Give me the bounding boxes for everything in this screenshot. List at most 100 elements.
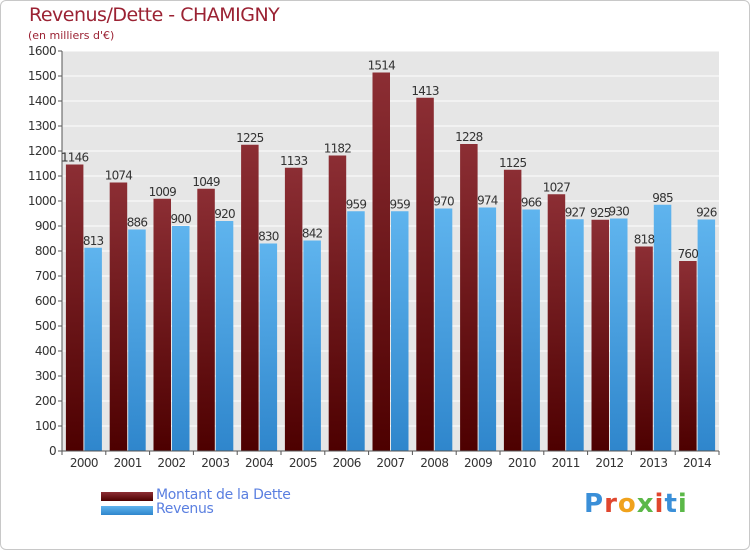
- bar-revenue: [259, 243, 278, 451]
- bar-revenue: [303, 240, 321, 451]
- data-label: 970: [433, 195, 454, 209]
- y-tick-label: 1200: [28, 144, 56, 158]
- bar-revenue: [478, 207, 497, 451]
- bar-debt: [503, 169, 522, 451]
- y-tick-label: 1300: [28, 119, 56, 133]
- bar-revenue: [653, 204, 672, 451]
- bar-debt: [153, 198, 171, 451]
- logo-letter: P: [584, 489, 605, 519]
- x-tick-label: 2005: [289, 456, 317, 470]
- x-tick-label: 2007: [376, 456, 404, 470]
- y-tick-label: 1500: [28, 69, 56, 83]
- data-label: 1049: [192, 175, 220, 189]
- data-label: 830: [258, 230, 279, 244]
- chart-title: Revenus/Dette - CHAMIGNY: [29, 4, 280, 26]
- y-tick-label: 200: [35, 394, 56, 408]
- bar-revenue: [566, 219, 584, 451]
- data-label: 813: [83, 234, 104, 248]
- x-tick-label: 2002: [157, 456, 185, 470]
- y-tick-label: 100: [35, 419, 56, 433]
- bar-debt: [328, 155, 347, 451]
- data-label: 1228: [455, 130, 483, 144]
- y-tick-label: 1400: [28, 94, 56, 108]
- bar-debt: [284, 167, 303, 451]
- x-tick-label: 2001: [114, 456, 142, 470]
- y-tick-label: 300: [35, 369, 56, 383]
- bar-debt: [635, 246, 653, 451]
- y-tick-label: 600: [35, 294, 56, 308]
- data-label: 842: [302, 227, 323, 241]
- bars: [65, 72, 716, 451]
- x-tick-label: 2004: [245, 456, 273, 470]
- bar-debt: [460, 144, 478, 451]
- data-label: 1514: [368, 59, 396, 73]
- bar-debt: [547, 194, 566, 451]
- y-tick-label: 700: [35, 269, 56, 283]
- bar-debt: [197, 188, 215, 451]
- data-label: 1182: [324, 142, 352, 156]
- data-label: 760: [678, 247, 699, 261]
- data-label: 886: [127, 216, 148, 230]
- data-label: 927: [565, 205, 586, 219]
- data-label: 1133: [280, 154, 308, 168]
- y-tick-label: 1600: [28, 44, 56, 58]
- y-tick-label: 500: [35, 319, 56, 333]
- data-label: 1009: [149, 185, 177, 199]
- bar-revenue: [391, 211, 409, 451]
- x-tick-label: 2003: [201, 456, 229, 470]
- legend-label-revenue: Revenus: [156, 501, 214, 517]
- bar-revenue: [172, 226, 190, 451]
- x-tick-label: 2012: [595, 456, 623, 470]
- data-label: 1027: [543, 180, 571, 194]
- bar-revenue: [84, 247, 102, 451]
- legend-label-debt: Montant de la Dette: [156, 487, 291, 503]
- data-label: 926: [696, 206, 717, 220]
- data-label: 818: [634, 233, 655, 247]
- bar-revenue: [610, 218, 628, 451]
- logo-letter: x: [636, 489, 655, 519]
- logo-letter: t: [664, 489, 678, 519]
- bar-revenue: [697, 219, 716, 451]
- bar-debt: [109, 182, 128, 451]
- y-tick-label: 400: [35, 344, 56, 358]
- x-tick-label: 2011: [552, 456, 580, 470]
- bar-revenue: [522, 209, 540, 451]
- data-label: 1413: [411, 84, 439, 98]
- data-label: 1225: [236, 131, 264, 145]
- x-tick-label: 2014: [683, 456, 711, 470]
- x-tick-label: 2009: [464, 456, 492, 470]
- bar-debt: [241, 144, 259, 451]
- y-tick-label: 800: [35, 244, 56, 258]
- bar-debt: [416, 97, 434, 451]
- y-tick-label: 1100: [28, 169, 56, 183]
- x-tick-label: 2010: [508, 456, 536, 470]
- bar-debt: [679, 261, 697, 451]
- grid-lines: [62, 50, 719, 452]
- legend-swatch-revenue: [101, 506, 153, 515]
- chart-subtitle: (en milliers d'€): [28, 29, 115, 42]
- data-label: 974: [477, 194, 498, 208]
- bar-revenue: [215, 221, 234, 451]
- bar-revenue: [128, 229, 146, 451]
- data-label: 930: [608, 205, 629, 219]
- bar-revenue: [347, 211, 365, 451]
- data-label: 966: [521, 196, 542, 210]
- data-label: 1146: [61, 151, 89, 165]
- bar-debt: [65, 164, 84, 451]
- proxiti-logo: Proxiti: [584, 489, 688, 519]
- y-tick-label: 1000: [28, 194, 56, 208]
- logo-letter: i: [654, 489, 665, 519]
- logo-letter: o: [617, 489, 637, 519]
- bar-debt: [591, 219, 609, 451]
- y-tick-label: 0: [49, 444, 56, 458]
- data-label: 900: [170, 212, 191, 226]
- x-tick-label: 2008: [420, 456, 448, 470]
- data-label: 985: [652, 191, 673, 205]
- y-tick-label: 900: [35, 219, 56, 233]
- data-label: 925: [590, 206, 611, 220]
- x-tick-label: 2013: [639, 456, 667, 470]
- bar-revenue: [434, 208, 453, 451]
- data-label: 1125: [499, 156, 527, 170]
